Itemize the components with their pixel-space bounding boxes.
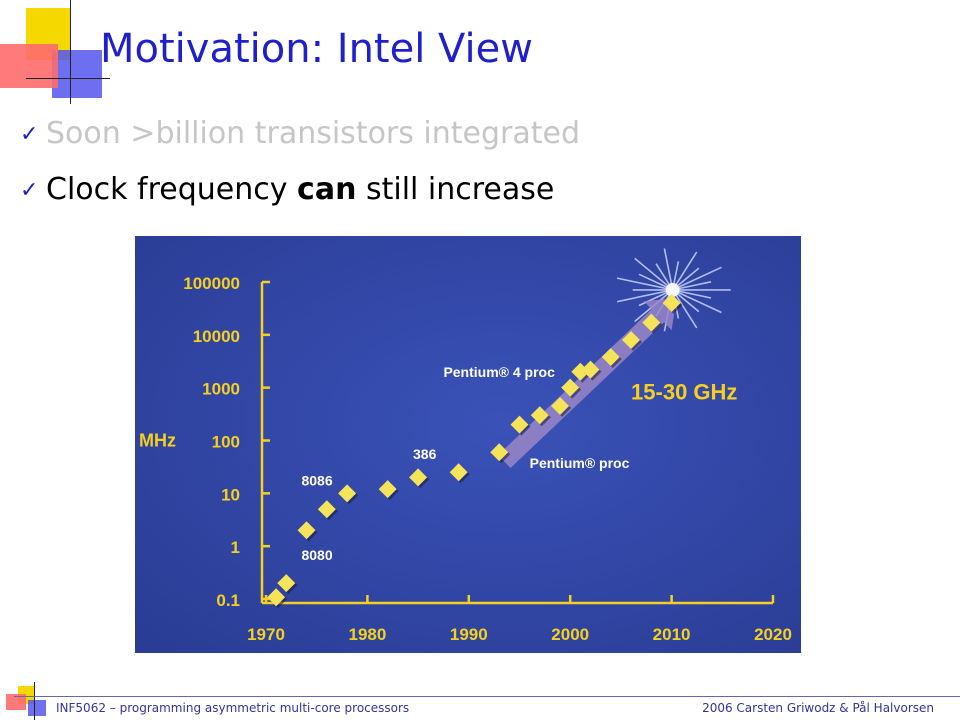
y-tick-label: 1000 [202,380,240,399]
bullet-text-bold: can [297,172,357,207]
processor-label: Pentium® proc [530,455,630,471]
data-point [297,521,316,540]
bullet-text-post: still increase [356,172,555,207]
clock-frequency-chart: 100000 10000 1000 100 10 1 0.1 1970 1980 1990 2000… [135,236,801,653]
chart-background [135,236,801,653]
y-tick-label: 10000 [193,327,240,346]
footer-course: INF5062 – programming asymmetric multi-c… [56,701,410,715]
x-tick-label: 2020 [754,625,792,644]
data-point [662,294,681,313]
x-tick-label: 2010 [653,625,691,644]
footer-decoration [0,682,50,720]
starburst-ray [672,289,722,314]
data-point [551,396,570,415]
x-tick-label: 1980 [348,625,386,644]
processor-label: 386 [413,446,437,462]
chart-svg: 100000 10000 1000 100 10 1 0.1 1970 1980 1990 2000… [135,236,801,653]
starburst-ray [634,257,674,291]
data-point [317,500,336,519]
deco-blue-block [28,700,46,716]
data-point [510,415,529,434]
bullet-item: ✓ Soon >billion transistors integrated [20,116,580,151]
slide-title: Motivation: Intel View [100,26,533,72]
y-tick-label: 100000 [183,274,240,293]
data-point [409,468,428,487]
data-point [561,378,580,397]
starburst-ray [672,266,722,291]
x-tick-label: 1970 [247,625,285,644]
corner-decoration [0,0,110,104]
y-tick-label: 0.1 [216,591,240,610]
x-tick-label: 1990 [450,625,488,644]
y-axis-label: MHz [139,431,176,451]
y-tick-label: 100 [212,433,240,452]
deco-vertical-line [34,682,35,720]
starburst-ray [616,277,673,291]
deco-red-block [6,694,26,710]
data-point [378,480,397,499]
ghz-annotation: 15-30 GHz [631,379,737,404]
data-point [642,313,661,332]
checkmark-icon: ✓ [20,122,39,147]
data-point [490,443,509,462]
data-point [622,330,641,349]
bullet-item: ✓ Clock frequency can still increase [20,172,554,207]
y-tick-label: 1 [231,538,240,557]
y-tick-label: 10 [221,485,240,504]
starburst-ray [616,289,673,303]
starburst-ray [671,289,698,329]
footer-authors: 2006 Carsten Griwodz & Pål Halvorsen [702,701,934,715]
data-point [338,484,357,503]
checkmark-icon: ✓ [20,178,39,203]
x-tick-label: 2000 [551,625,589,644]
data-point [601,348,620,367]
data-point [449,463,468,482]
deco-horizontal-line [26,78,110,79]
starburst-ray [671,251,698,291]
footer-line [14,696,960,697]
processor-label: 8086 [301,473,332,489]
deco-blue-block [52,50,102,98]
data-point [267,588,286,607]
processor-label: Pentium® 4 proc [443,364,555,380]
deco-red-block [0,44,58,88]
deco-vertical-line [70,0,71,104]
data-point [581,360,600,379]
data-point [277,574,296,593]
data-point [530,406,549,425]
processor-label: 8080 [301,547,332,563]
starburst-core [665,282,680,297]
bullet-text-pre: Clock frequency [46,172,298,207]
bullet-text: Soon >billion transistors integrated [46,116,581,151]
starburst-ray [663,248,674,291]
